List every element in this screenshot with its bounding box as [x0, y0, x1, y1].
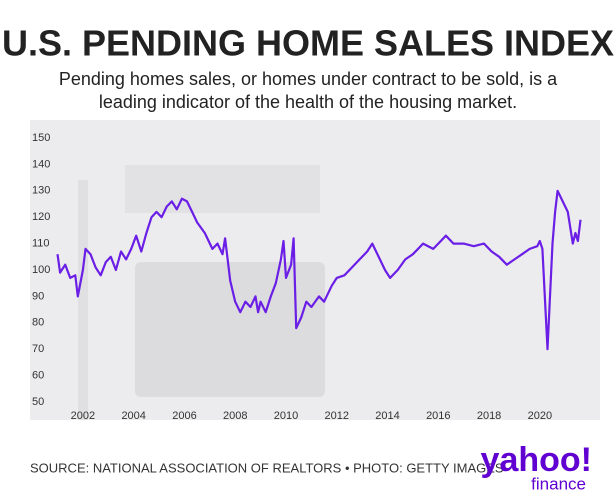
x-tick-label: 2016 [426, 410, 450, 422]
chart-title: U.S. PENDING HOME SALES INDEX [2, 23, 614, 64]
x-tick-label: 2012 [325, 410, 349, 422]
data-line [56, 189, 582, 351]
source: SOURCE: NATIONAL ASSOCIATION OF REALTORS… [30, 460, 504, 475]
y-tick-label: 140 [32, 158, 50, 170]
y-tick-label: 150 [32, 132, 50, 144]
x-tick-label: 2002 [71, 410, 95, 422]
photo-sign [135, 262, 325, 397]
photo-sign [125, 165, 320, 213]
x-tick-label: 2018 [477, 410, 501, 422]
y-tick-label: 60 [32, 370, 44, 382]
x-tick-label: 2020 [528, 410, 552, 422]
x-tick-label: 2014 [375, 410, 399, 422]
x-tick-label: 2006 [172, 410, 196, 422]
y-tick-label: 120 [32, 211, 50, 223]
y-tick-label: 100 [32, 264, 50, 276]
subtitle: Pending homes sales, or homes under cont… [59, 69, 558, 89]
y-tick-label: 80 [32, 317, 44, 329]
subtitle: leading indicator of the health of the h… [99, 92, 517, 112]
y-tick-label: 110 [32, 238, 50, 250]
y-tick-label: 130 [32, 185, 50, 197]
x-tick-label: 2004 [121, 410, 145, 422]
y-tick-label: 50 [32, 396, 44, 408]
y-tick-label: 70 [32, 343, 44, 355]
logo: finance [531, 474, 586, 493]
y-tick-label: 90 [32, 290, 44, 302]
x-tick-label: 2008 [223, 410, 247, 422]
photo-post [78, 180, 88, 420]
x-tick-label: 2010 [274, 410, 298, 422]
logo: yahoo! [481, 441, 592, 479]
